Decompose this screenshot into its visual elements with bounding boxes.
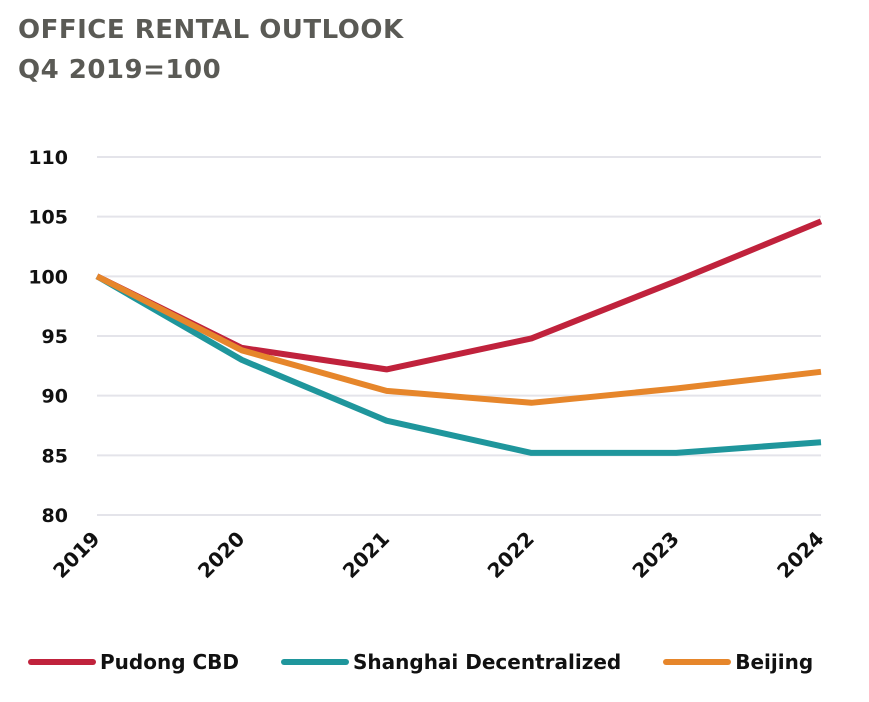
x-axis-ticks: 2019 2020 2021 2022 2023 2024 bbox=[48, 527, 828, 583]
chart-title: OFFICE RENTAL OUTLOOK bbox=[18, 15, 404, 45]
y-tick-label: 80 bbox=[42, 505, 68, 527]
y-axis-ticks: 80 85 90 95 100 105 110 bbox=[28, 147, 68, 527]
x-tick-label: 2020 bbox=[193, 527, 249, 583]
y-tick-label: 110 bbox=[28, 147, 68, 169]
legend-swatch bbox=[28, 659, 96, 665]
y-tick-label: 90 bbox=[42, 386, 68, 408]
x-tick-label: 2022 bbox=[483, 527, 539, 583]
series-line-shanghai-decentralized bbox=[95, 273, 822, 456]
legend-item-pudong-cbd: Pudong CBD bbox=[28, 650, 239, 674]
series-line-pudong-cbd bbox=[95, 218, 823, 373]
legend-item-beijing: Beijing bbox=[663, 650, 813, 674]
series-lines bbox=[95, 218, 823, 456]
legend-swatch bbox=[663, 659, 732, 665]
chart-subtitle: Q4 2019=100 bbox=[18, 55, 222, 85]
y-tick-label: 100 bbox=[28, 266, 68, 288]
legend-label: Beijing bbox=[735, 650, 814, 674]
x-tick-label: 2023 bbox=[627, 527, 683, 583]
y-tick-label: 105 bbox=[28, 207, 68, 229]
legend-label: Pudong CBD bbox=[100, 650, 239, 674]
x-tick-label: 2021 bbox=[338, 527, 394, 583]
y-tick-label: 95 bbox=[42, 326, 68, 348]
y-tick-label: 85 bbox=[42, 445, 68, 467]
legend-label: Shanghai Decentralized bbox=[353, 650, 622, 674]
x-tick-label: 2024 bbox=[772, 527, 828, 583]
legend: Pudong CBD Shanghai Decentralized Beijin… bbox=[28, 650, 813, 674]
legend-swatch bbox=[281, 659, 349, 665]
legend-item-shanghai-decentralized: Shanghai Decentralized bbox=[281, 650, 621, 674]
chart-title-block: OFFICE RENTAL OUTLOOK Q4 2019=100 bbox=[18, 10, 404, 90]
series-line-beijing bbox=[95, 273, 822, 406]
x-tick-label: 2019 bbox=[48, 527, 104, 583]
